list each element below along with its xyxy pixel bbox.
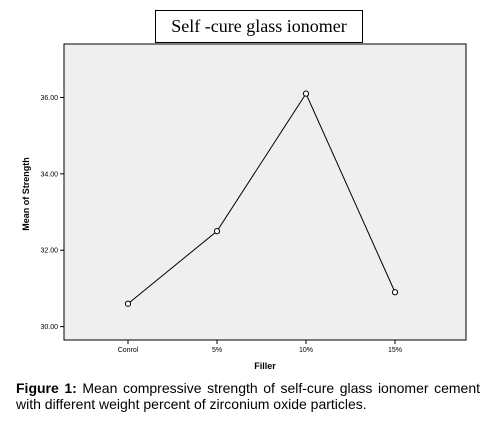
y-tick-label: 32.00 [40,248,58,255]
series-line [127,92,396,305]
x-tick-label: 5% [212,347,222,354]
series-layer [124,90,399,307]
y-tick-label: 34.00 [40,171,58,178]
x-tick-label: 10% [299,347,313,354]
y-axis: 30.00 32.00 34.00 36.00 [40,95,64,331]
x-tick-label: Conrol [118,347,139,354]
x-axis: Conrol 5% 10% 15% [118,340,402,354]
data-point [391,289,399,296]
plot-area [63,43,467,341]
chart-title: Self -cure glass ionomer [155,10,363,43]
caption-label: Figure 1: [16,380,77,396]
caption-text: Mean compressive strength of self-cure g… [16,380,480,412]
x-tick-label: 15% [388,347,402,354]
y-axis-label: Mean of Strength [21,157,31,231]
y-tick-label: 30.00 [40,324,58,331]
data-point [302,90,310,97]
y-tick-label: 36.00 [40,95,58,102]
figure-caption: Figure 1: Mean compressive strength of s… [16,380,480,412]
data-point [124,300,132,307]
data-point [213,228,221,235]
x-axis-label: Filler [254,361,276,371]
